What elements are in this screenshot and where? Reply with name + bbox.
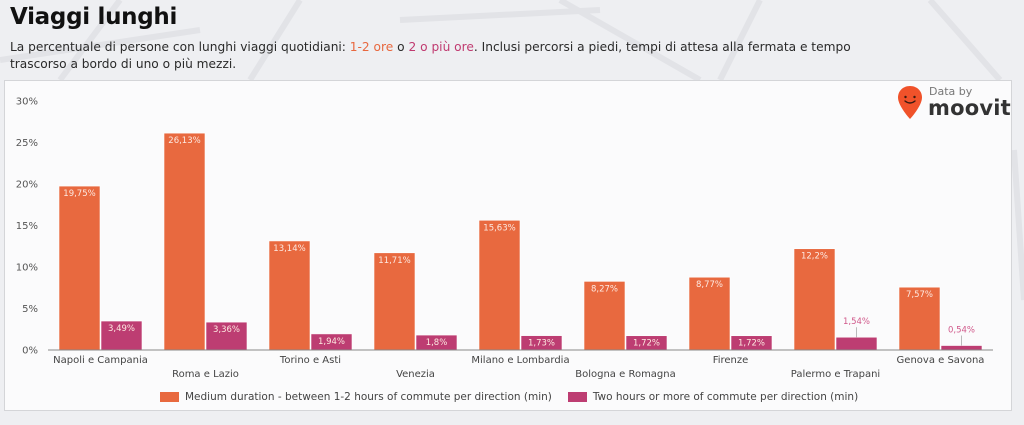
x-category-label: Roma e Lazio: [172, 369, 239, 380]
chart-legend: Medium duration - between 1-2 hours of c…: [160, 389, 858, 405]
bar-medium[interactable]: [163, 132, 206, 351]
bar-long[interactable]: [835, 336, 878, 351]
legend-item-medium[interactable]: Medium duration - between 1-2 hours of c…: [160, 391, 552, 403]
bar-value-label: 3,36%: [213, 325, 240, 335]
bar-medium[interactable]: [898, 286, 941, 351]
bar-value-label: 1,54%: [843, 317, 870, 327]
y-tick-label: 0%: [22, 346, 38, 357]
x-axis: Napoli e Campania Roma e Lazio Torino e As…: [48, 349, 993, 380]
bar-value-label: 0,54%: [948, 326, 975, 336]
bar-value-label: 26,13%: [168, 136, 200, 146]
subtitle-text-mid: o: [393, 40, 409, 54]
bar-medium[interactable]: [688, 276, 731, 351]
bar-value-label: 3,49%: [108, 324, 135, 334]
y-tick-label: 5%: [22, 304, 38, 315]
bar-value-label: 13,14%: [273, 244, 305, 254]
y-tick-label: 25%: [16, 138, 38, 149]
bar-medium[interactable]: [58, 185, 101, 351]
bar-medium[interactable]: [793, 248, 836, 351]
y-axis: 0% 5% 10% 15% 20% 25% 30%: [16, 97, 38, 357]
page-subtitle: La percentuale di persone con lunghi via…: [10, 39, 890, 73]
bar-long[interactable]: [205, 321, 248, 351]
bar-value-label: 1,94%: [318, 337, 345, 347]
subtitle-highlight-1-2-hours: 1-2 ore: [349, 40, 394, 54]
subtitle-text-start: La percentuale di persone con lunghi via…: [10, 40, 350, 54]
legend-item-long[interactable]: Two hours or more of commute per directi…: [567, 391, 859, 403]
bar-medium[interactable]: [373, 252, 416, 351]
logo-data-by-text: Data by: [929, 85, 973, 98]
bar-value-label: 1,73%: [528, 339, 555, 349]
bar-medium[interactable]: [583, 281, 626, 351]
legend-label-long: Two hours or more of commute per directi…: [592, 391, 859, 403]
y-tick-label: 20%: [16, 180, 38, 191]
x-category-label: Venezia: [396, 369, 435, 380]
bar-long[interactable]: [100, 320, 143, 351]
bar-value-label: 7,57%: [906, 290, 933, 300]
bar-value-label: 11,71%: [378, 256, 410, 266]
legend-swatch-medium: [160, 392, 179, 402]
subtitle-highlight-2-plus-hours: 2 o più ore: [408, 40, 474, 54]
x-category-label: Firenze: [713, 355, 749, 366]
moovit-logo: Data by moovit: [897, 85, 1011, 125]
legend-swatch-long: [567, 392, 587, 402]
bars: 19,75% 3,49% 26,13% 3,36% 13,14% 1,94% 11,71% 1…: [58, 132, 983, 351]
x-category-label: Genova e Savona: [897, 355, 985, 366]
legend-label-medium: Medium duration - between 1-2 hours of c…: [185, 391, 552, 403]
bar-value-label: 1,8%: [426, 338, 448, 348]
bar-medium[interactable]: [268, 240, 311, 351]
x-category-label: Palermo e Trapani: [791, 369, 880, 380]
logo-moovit-text: moovit: [928, 96, 1011, 120]
x-category-label: Milano e Lombardia: [471, 355, 569, 366]
x-category-label: Torino e Asti: [279, 355, 341, 366]
bar-medium[interactable]: [478, 219, 521, 351]
bar-value-label: 1,72%: [738, 339, 765, 349]
bar-value-label: 19,75%: [63, 189, 95, 199]
bar-value-label: 15,63%: [483, 223, 515, 233]
bar-value-label: 12,2%: [801, 252, 828, 262]
x-category-label: Bologna e Romagna: [575, 369, 676, 380]
page-title: Viaggi lunghi: [10, 4, 178, 30]
moovit-pin-icon: [898, 86, 922, 119]
bar-long[interactable]: [940, 345, 983, 351]
subtitle-text-end: . Inclusi percorsi a piedi, tempi di att…: [10, 40, 851, 71]
bar-value-label: 8,77%: [696, 280, 723, 290]
y-tick-label: 10%: [16, 263, 38, 274]
bar-value-label: 1,72%: [633, 339, 660, 349]
y-tick-label: 15%: [16, 221, 38, 232]
y-tick-label: 30%: [16, 97, 38, 108]
x-category-label: Napoli e Campania: [53, 355, 148, 366]
bar-value-label: 8,27%: [591, 284, 618, 294]
